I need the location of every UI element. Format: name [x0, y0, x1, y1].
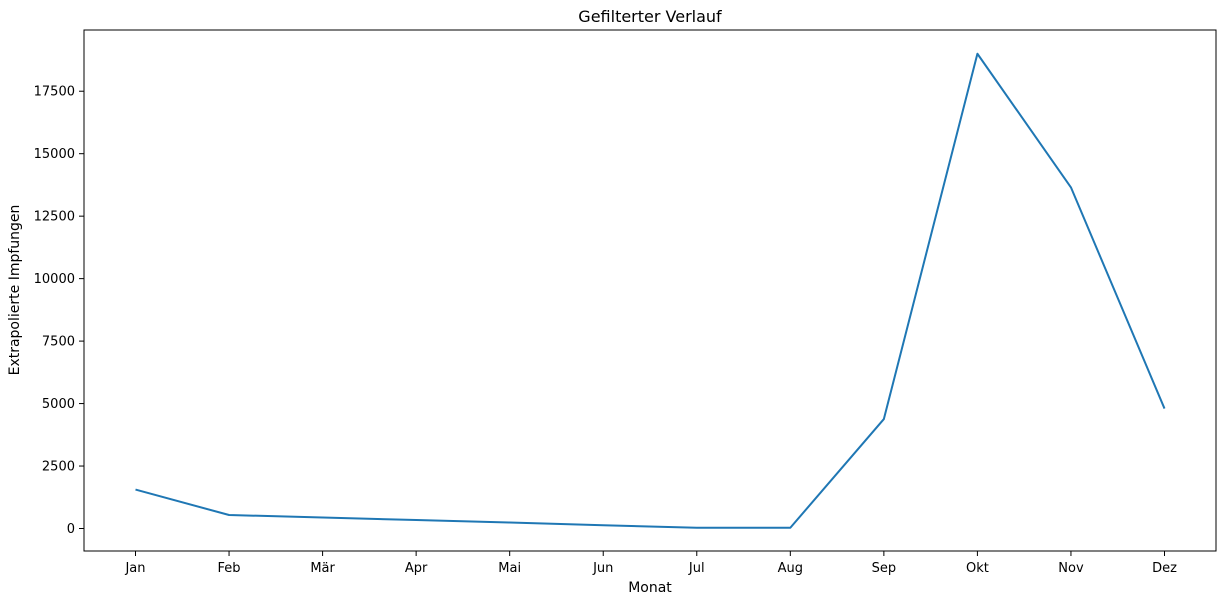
x-tick-label: Jul [688, 561, 705, 576]
y-tick-label: 17500 [34, 85, 75, 100]
x-axis: Jan Feb Mär Apr Mai Jun Jul Aug Sep Okt Nov Dez [124, 551, 1177, 576]
y-tick-label: 0 [67, 522, 75, 537]
y-tick-label: 5000 [42, 397, 75, 412]
x-tick-label: Sep [872, 561, 897, 576]
chart-title: Gefilterter Verlauf [578, 7, 722, 26]
plot-frame [83, 29, 1217, 552]
x-axis-label: Monat [628, 580, 672, 596]
y-tick-label: 10000 [34, 272, 75, 287]
y-axis: 0 2500 5000 7500 10000 12500 15000 17500 [34, 85, 84, 537]
y-tick-label: 15000 [34, 147, 75, 162]
x-tick-label: Apr [405, 561, 428, 576]
x-tick-label: Okt [966, 561, 989, 576]
y-tick-label: 12500 [34, 210, 75, 225]
x-tick-label: Jun [592, 561, 613, 576]
series-line [135, 52, 1166, 529]
y-axis-label: Extrapolierte Impfungen [7, 205, 23, 376]
y-tick-label: 7500 [42, 335, 75, 350]
x-tick-label: Nov [1058, 561, 1084, 576]
x-tick-label: Mai [498, 561, 521, 576]
y-tick-label: 2500 [42, 460, 75, 475]
plot-area [83, 29, 1217, 552]
x-tick-label: Jan [124, 561, 145, 576]
x-tick-label: Aug [778, 561, 803, 576]
series-group [135, 52, 1166, 529]
x-tick-label: Dez [1152, 561, 1177, 576]
x-tick-label: Mär [310, 561, 335, 576]
x-tick-label: Feb [218, 561, 241, 576]
